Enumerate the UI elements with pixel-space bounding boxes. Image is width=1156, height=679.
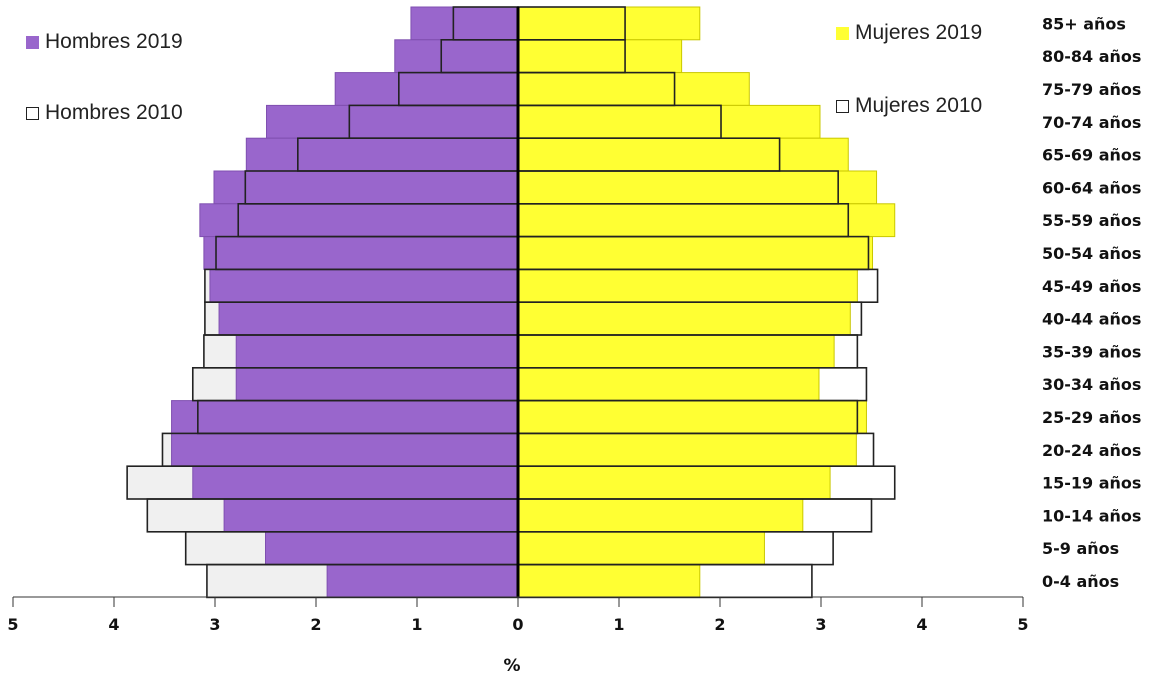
legend-item-mujeres-2010: Mujeres 2010 [836, 94, 982, 118]
bar-hombres-2019-70-74-a-os [266, 104, 519, 139]
x-tick-label: 2 [310, 615, 321, 634]
x-axis: 5 4 3 2 1 0 1 2 3 4 5 [7, 596, 1029, 634]
bar-mujeres-2019-10-14-a-os [517, 498, 804, 533]
bar-hombres-2019-0-4-a-os [326, 564, 519, 598]
legend-swatch-mujeres-2019 [836, 26, 849, 40]
bar-mujeres-2019-80-84-a-os [517, 39, 683, 74]
x-tick-label: 4 [108, 615, 119, 634]
x-tick-label: 0 [512, 615, 523, 634]
age-label-50-54-a-os: 50-54 años [1042, 244, 1141, 263]
bar-mujeres-2019-70-74-a-os [517, 104, 821, 139]
bar-hombres-2019-35-39-a-os [235, 334, 519, 369]
bar-mujeres-2019-50-54-a-os [517, 236, 874, 270]
x-axis-title: % [503, 656, 520, 676]
bar-mujeres-2019-55-59-a-os [517, 203, 896, 238]
bar-hombres-2019-30-34-a-os [235, 367, 519, 402]
age-label-5-9-a-os: 5-9 años [1042, 539, 1119, 558]
age-label-35-39-a-os: 35-39 años [1042, 342, 1141, 361]
bar-hombres-2019-75-79-a-os [334, 72, 519, 106]
bar-hombres-2019-60-64-a-os [213, 170, 519, 205]
age-label-0-4-a-os: 0-4 años [1042, 572, 1119, 591]
legend-item-mujeres-2019: Mujeres 2019 [836, 21, 982, 45]
legend-label-hombres-2019: Hombres 2019 [45, 30, 183, 53]
age-label-70-74-a-os: 70-74 años [1042, 113, 1141, 132]
legend-label-mujeres-2010: Mujeres 2010 [855, 94, 983, 117]
x-tick-label: 4 [916, 615, 927, 634]
bar-mujeres-2019-5-9-a-os [517, 531, 765, 566]
age-label-55-59-a-os: 55-59 años [1042, 211, 1141, 230]
age-label-45-49-a-os: 45-49 años [1042, 277, 1141, 296]
bar-mujeres-2019-25-29-a-os [517, 400, 867, 434]
age-label-25-29-a-os: 25-29 años [1042, 408, 1141, 427]
age-label-85plus-a-os: 85+ años [1042, 14, 1126, 33]
bar-mujeres-2019-30-34-a-os [517, 367, 820, 402]
bar-hombres-2019-5-9-a-os [265, 531, 519, 566]
x-tick-label: 5 [1017, 615, 1028, 634]
bar-mujeres-2019-15-19-a-os [517, 465, 831, 500]
age-label-40-44-a-os: 40-44 años [1042, 310, 1141, 329]
legend-label-mujeres-2019: Mujeres 2019 [855, 21, 983, 44]
bar-mujeres-2019-20-24-a-os [517, 432, 857, 467]
x-tick-label: 5 [7, 615, 18, 634]
bar-hombres-2019-45-49-a-os [209, 268, 519, 303]
bar-hombres-2019-15-19-a-os [192, 465, 519, 500]
bar-mujeres-2019-40-44-a-os [517, 301, 851, 336]
age-label-20-24-a-os: 20-24 años [1042, 441, 1141, 460]
bar-hombres-2019-50-54-a-os [203, 236, 519, 270]
legend-swatch-hombres-2010 [26, 106, 39, 120]
legend-label-hombres-2010: Hombres 2010 [45, 101, 183, 124]
legend-item-hombres-2010: Hombres 2010 [26, 101, 183, 125]
age-label-30-34-a-os: 30-34 años [1042, 375, 1141, 394]
bar-hombres-2019-25-29-a-os [171, 400, 519, 434]
bar-hombres-2019-20-24-a-os [171, 432, 519, 467]
x-tick-label: 1 [411, 615, 422, 634]
age-label-60-64-a-os: 60-64 años [1042, 178, 1141, 197]
legend-swatch-mujeres-2010 [836, 99, 849, 113]
legend-item-hombres-2019: Hombres 2019 [26, 30, 183, 54]
x-tick-label: 1 [613, 615, 624, 634]
age-label-80-84-a-os: 80-84 años [1042, 47, 1141, 66]
bar-hombres-2019-10-14-a-os [223, 498, 519, 533]
bar-hombres-2019-55-59-a-os [199, 203, 519, 238]
bar-mujeres-2019-85plus-a-os [517, 6, 701, 41]
age-label-10-14-a-os: 10-14 años [1042, 506, 1141, 525]
bar-hombres-2019-40-44-a-os [218, 301, 519, 336]
age-group-labels: 85+ años 80-84 años 75-79 años 70-74 años 65… [1042, 14, 1141, 591]
bar-mujeres-2019-45-49-a-os [517, 268, 858, 303]
legend-swatch-hombres-2019 [26, 35, 39, 49]
bar-mujeres-2019-65-69-a-os [517, 137, 849, 172]
x-tick-label: 2 [714, 615, 725, 634]
bar-mujeres-2019-35-39-a-os [517, 334, 835, 369]
bar-mujeres-2019-60-64-a-os [517, 170, 878, 205]
age-label-65-69-a-os: 65-69 años [1042, 146, 1141, 165]
bar-mujeres-2019-75-79-a-os [517, 72, 750, 106]
bar-hombres-2019-80-84-a-os [394, 39, 519, 74]
bar-hombres-2019-85plus-a-os [410, 6, 519, 41]
x-tick-label: 3 [815, 615, 826, 634]
bar-hombres-2019-65-69-a-os [245, 137, 519, 172]
age-label-75-79-a-os: 75-79 años [1042, 80, 1141, 99]
age-label-15-19-a-os: 15-19 años [1042, 474, 1141, 493]
bar-mujeres-2019-0-4-a-os [517, 564, 701, 598]
x-tick-label: 3 [209, 615, 220, 634]
